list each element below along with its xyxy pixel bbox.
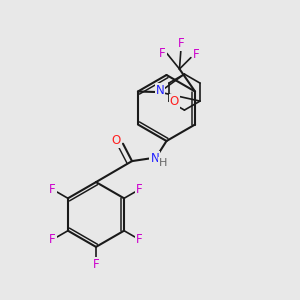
Text: F: F — [159, 47, 166, 60]
Text: H: H — [158, 158, 167, 168]
Text: F: F — [49, 233, 56, 246]
Text: N: N — [150, 152, 159, 165]
Text: F: F — [136, 183, 143, 196]
Text: O: O — [112, 134, 121, 147]
Text: F: F — [178, 37, 184, 50]
Text: F: F — [49, 183, 56, 196]
Text: O: O — [169, 95, 179, 108]
Text: F: F — [136, 233, 143, 246]
Text: F: F — [193, 47, 200, 61]
Text: N: N — [156, 84, 164, 98]
Text: F: F — [93, 258, 99, 272]
